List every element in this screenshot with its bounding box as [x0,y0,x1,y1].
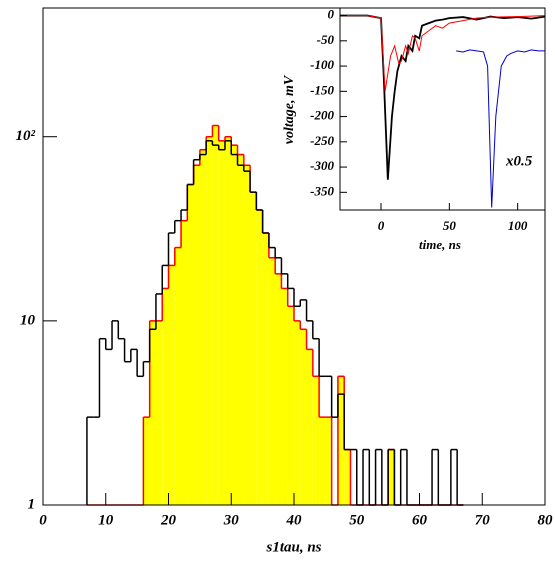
inset-y-tick-label: 0 [328,7,335,22]
line-series [456,49,545,208]
x-tick-label: 70 [475,512,491,528]
histogram-fill [312,376,320,505]
inset-y-tick-label: -350 [310,183,334,198]
x-tick-label: 80 [538,512,554,528]
histogram-fill [294,320,301,505]
inset-y-tick-label: -250 [310,133,334,148]
histogram-fill [231,145,238,506]
histogram-fill [155,320,163,505]
inset-x-tick-label: 0 [378,218,385,233]
inset-y-label: voltage, mV [282,74,297,144]
inset-annotation: x0.5 [505,153,533,169]
histogram-fill [174,247,182,506]
histogram-fill [268,257,276,505]
histogram-fill [187,184,194,505]
y-tick-label: 10 [20,312,36,328]
histogram-fill [262,232,269,505]
x-tick-label: 0 [39,512,47,528]
x-tick-label: 10 [98,512,114,528]
histogram-fill [199,149,207,505]
x-tick-label: 30 [223,512,240,528]
histogram-fill [193,165,200,506]
inset-frame [339,7,546,211]
inset-y-tick-label: -100 [310,57,334,72]
y-tick-label: 1 [28,496,36,512]
histogram-fill [344,449,351,505]
x-tick-label: 50 [349,512,365,528]
histogram-fill [181,220,188,505]
x-axis-label: s1tau, ns [265,539,321,555]
x-tick-label: 60 [412,512,428,528]
inset-x-tick-label: 50 [443,218,457,233]
histogram-fill [224,136,232,505]
histogram-fill [149,320,156,505]
y-tick-label: 10² [16,128,36,144]
histogram-fill [287,306,294,505]
histogram-fill [206,136,213,505]
histogram-fill [319,417,326,505]
histogram-fill [143,417,150,505]
histogram-fill [388,449,395,505]
inset-y-tick-label: -50 [317,32,335,47]
line-series [340,15,546,92]
histogram-fill [237,154,244,505]
histogram-fill [337,376,345,505]
inset-background [340,8,545,210]
histogram-fill [243,165,251,506]
inset-x-tick-label: 100 [508,218,528,233]
histogram-fill [325,417,332,505]
histogram-fill [212,125,219,506]
histogram-fill [306,349,313,505]
histogram-fill [218,140,225,506]
histogram-fill [162,288,169,505]
inset-y-tick-label: -300 [310,158,334,173]
histogram-fill [275,273,282,505]
x-tick-label: 40 [286,512,303,528]
inset-y-tick-label: -200 [310,108,334,123]
histogram-fill [256,209,263,505]
inset-x-label: time, ns [419,237,461,252]
histogram-fill [300,329,307,505]
histogram-fill [250,192,257,505]
x-tick-label: 20 [160,512,177,528]
histogram-fill [168,265,175,505]
inset-y-tick-label: -150 [310,82,334,97]
histogram-fill [281,288,288,505]
